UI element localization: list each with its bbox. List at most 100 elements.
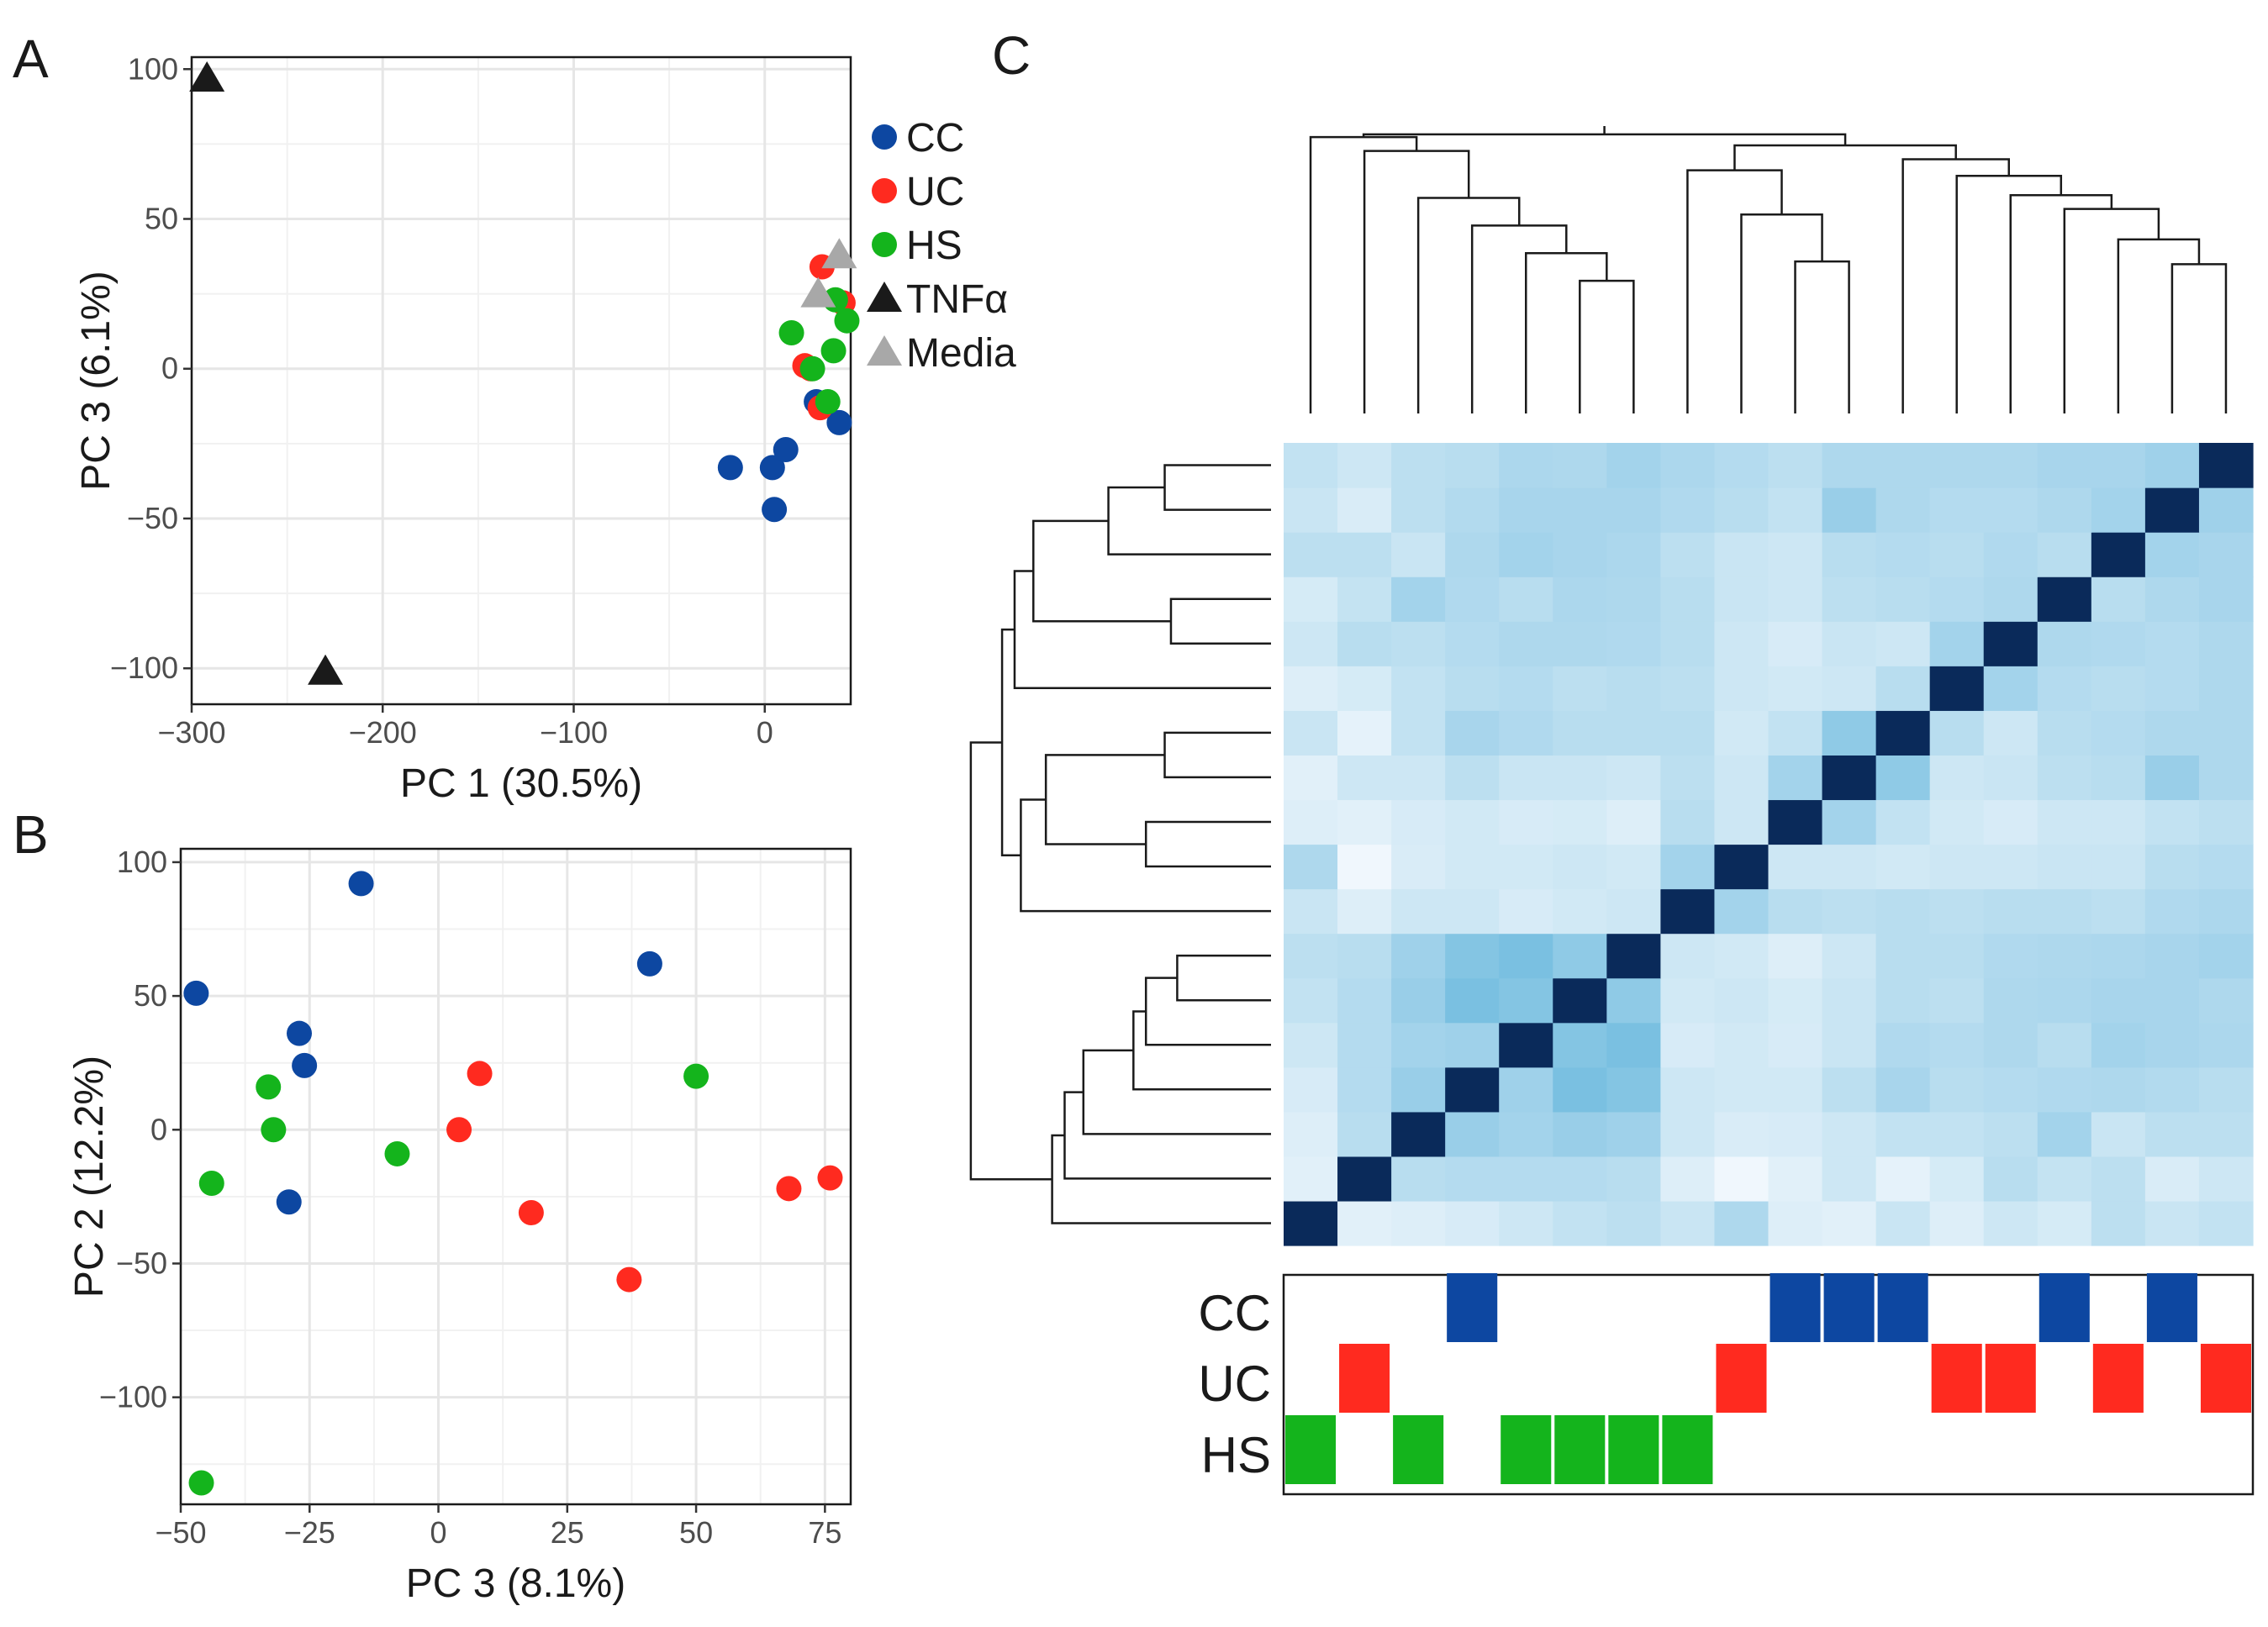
y-tick-label: 0: [161, 351, 178, 386]
heatmap-cell: [1768, 666, 1823, 711]
heatmap-cell: [1391, 799, 1446, 845]
legend-label-tnfa: TNFα: [906, 277, 1008, 322]
heatmap-cell: [1499, 577, 1553, 622]
heatmap-cell: [1445, 532, 1500, 577]
heatmap-cell: [1499, 710, 1553, 756]
heatmap-cell: [1445, 710, 1500, 756]
data-point-cc: [759, 455, 785, 481]
heatmap-cell: [2198, 1156, 2254, 1202]
heatmap-cell: [1983, 710, 2039, 756]
heatmap-cell: [1499, 621, 1553, 666]
heatmap-cell: [1284, 799, 1338, 845]
annotation-tile-hs: [1662, 1415, 1713, 1484]
heatmap-cell: [1606, 1156, 1661, 1202]
annotation-tile-uc: [1716, 1344, 1767, 1413]
heatmap-cell: [2198, 666, 2254, 711]
heatmap-cell: [1822, 977, 1877, 1024]
heatmap-cell: [1445, 577, 1500, 622]
heatmap-cell: [1499, 1111, 1553, 1157]
heatmap-cell: [1983, 844, 2039, 890]
heatmap-cell: [2091, 710, 2146, 756]
heatmap-cell: [2144, 1156, 2200, 1202]
heatmap-cell: [1553, 666, 1607, 711]
heatmap-cell: [2091, 844, 2146, 890]
heatmap-cell: [1983, 621, 2039, 666]
y-tick-label: 100: [117, 845, 167, 879]
heatmap-cell: [2091, 799, 2146, 845]
heatmap-cell: [1284, 1200, 1338, 1246]
heatmap-cell: [1875, 710, 1931, 756]
panel-a-scatter: −300 −200 −100 0 −100 −50 0 50 100 PC 1 (30.5%) PC…: [74, 51, 860, 806]
heatmap-cell: [1337, 888, 1392, 935]
heatmap-cell: [1606, 888, 1661, 935]
heatmap-cell: [1714, 577, 1770, 622]
x-tick-label: 50: [679, 1515, 713, 1550]
y-axis-label: PC 2 (12.2%): [67, 1056, 112, 1298]
x-tick-label: −200: [349, 715, 417, 750]
legend-marker-tnfa: [867, 282, 902, 312]
heatmap-cell: [1768, 1156, 1823, 1202]
heatmap-cell: [1284, 577, 1338, 622]
heatmap-cell: [2091, 1156, 2146, 1202]
data-point-hs: [188, 1470, 214, 1496]
heatmap-cell: [2198, 487, 2254, 533]
heatmap-cell: [1284, 710, 1338, 756]
heatmap-cell: [1660, 710, 1716, 756]
heatmap-cell: [2091, 888, 2146, 935]
heatmap-cell: [1822, 799, 1877, 845]
panel-label-c: C: [992, 25, 1031, 86]
heatmap-cell: [1822, 532, 1877, 577]
heatmap-cell: [1499, 1022, 1553, 1068]
annotation-label-cc: CC: [1198, 1285, 1271, 1341]
heatmap-cell: [2198, 844, 2254, 890]
dendrogram-left-branch: [1144, 977, 1271, 1046]
annotation-tile-uc: [1339, 1344, 1390, 1413]
legend-label-hs: HS: [906, 224, 963, 268]
heatmap-cell: [1714, 1022, 1770, 1068]
heatmap-cell: [1768, 443, 1823, 488]
heatmap-cell: [1768, 621, 1823, 666]
heatmap-cell: [1445, 844, 1500, 890]
heatmap-cell: [1660, 1066, 1716, 1113]
dendrogram-left-branch: [969, 741, 1052, 1181]
heatmap-cell: [2037, 933, 2092, 979]
heatmap-cell: [1768, 577, 1823, 622]
heatmap-cell: [1337, 1066, 1392, 1113]
heatmap-cell: [2091, 1022, 2146, 1068]
heatmap-cell: [1337, 977, 1392, 1024]
plot-area: [192, 57, 851, 704]
heatmap-cell: [2037, 799, 2092, 845]
y-tick-label: −100: [110, 650, 178, 685]
x-tick-label: −300: [157, 715, 225, 750]
annotation-tile-hs: [1501, 1415, 1552, 1484]
heatmap-cell: [1983, 888, 2039, 935]
heatmap-cell: [1660, 888, 1716, 935]
heatmap-cell: [1553, 487, 1607, 533]
heatmap-cell: [2144, 977, 2200, 1024]
heatmap-cell: [1499, 532, 1553, 577]
heatmap-cell: [2037, 888, 2092, 935]
heatmap-cell: [1875, 443, 1931, 488]
heatmap-cell: [2144, 577, 2200, 622]
heatmap-cell: [2144, 1200, 2200, 1246]
heatmap-cell: [1822, 844, 1877, 890]
x-tick-label: 0: [757, 715, 773, 750]
heatmap-cell: [1768, 888, 1823, 935]
heatmap-cell: [1768, 799, 1823, 845]
heatmap-cell: [1768, 755, 1823, 801]
annotation-tile-hs: [1608, 1415, 1659, 1484]
heatmap-cell: [1445, 1066, 1500, 1113]
data-point-tnfa: [308, 654, 344, 685]
heatmap-cell: [1391, 1156, 1446, 1202]
heatmap-cell: [1337, 1111, 1392, 1157]
dendrogram-left-branch: [1082, 1049, 1271, 1135]
x-tick-label: 25: [551, 1515, 584, 1550]
heatmap-cell: [1714, 799, 1770, 845]
heatmap-cell: [1284, 443, 1338, 488]
dendrogram-top-branch: [1686, 169, 1783, 413]
heatmap-cell: [1822, 577, 1877, 622]
heatmap-cell: [1445, 487, 1500, 533]
panel-b-scatter: −50 −25 0 25 50 75 −100 −50 0 50 100 PC 3 (8.1%) PC …: [67, 845, 852, 1606]
heatmap-cell: [2091, 666, 2146, 711]
heatmap-cell: [2144, 1111, 2200, 1157]
